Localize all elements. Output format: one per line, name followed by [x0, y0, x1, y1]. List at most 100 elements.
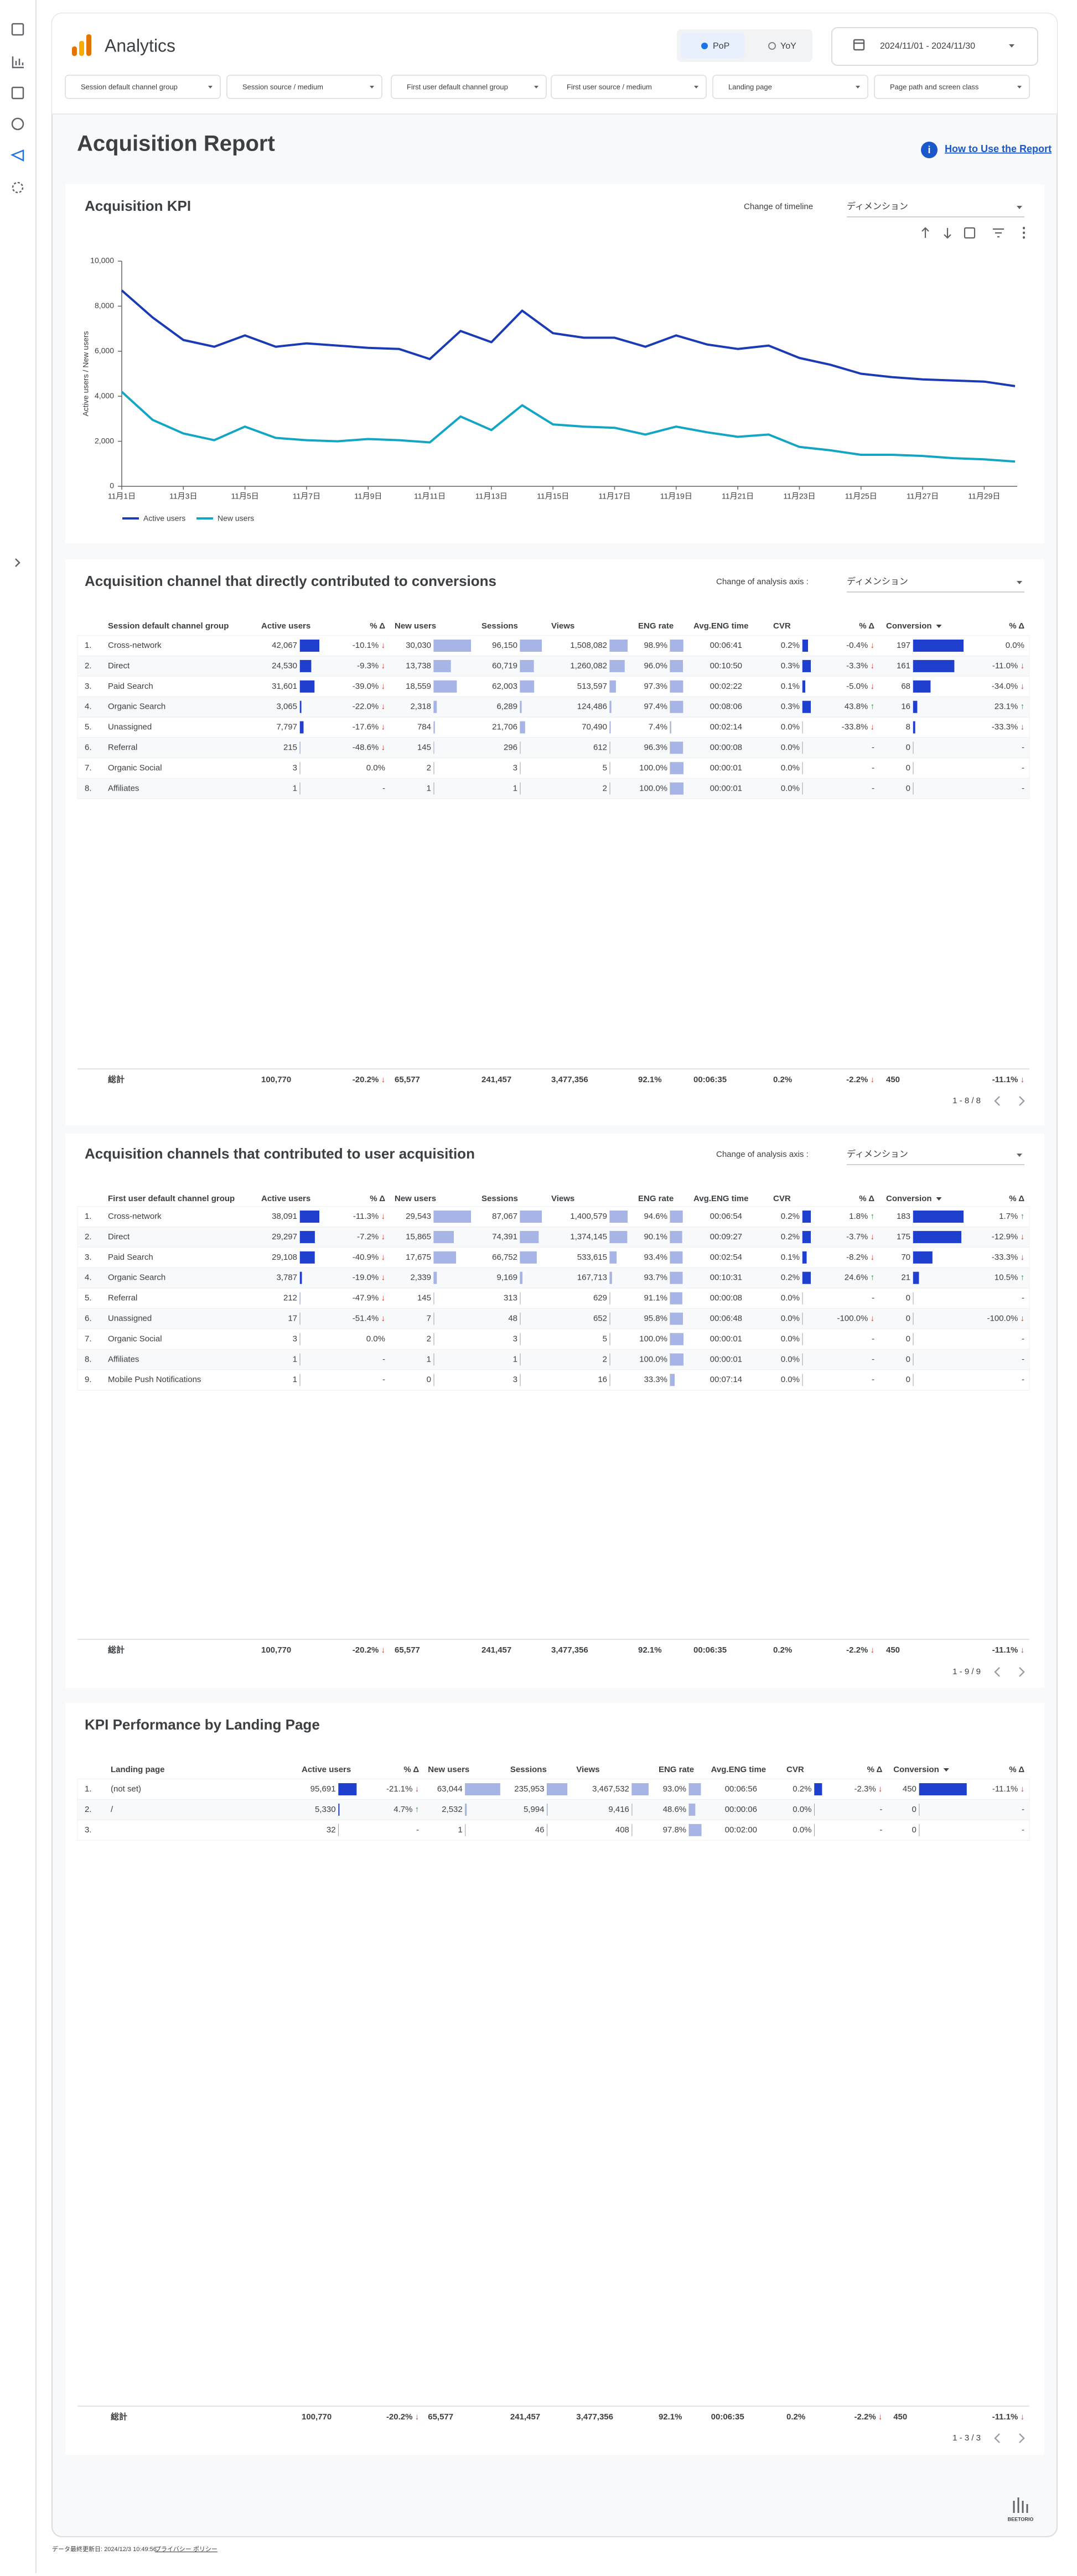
cell-value: 9,416: [608, 1805, 629, 1814]
dropdown-value[interactable]: ディメンション: [847, 576, 908, 586]
column-header[interactable]: New users: [395, 1194, 436, 1203]
cell-value: 145: [417, 1294, 431, 1303]
cell-value: 0.0%: [781, 1334, 800, 1343]
filter-label[interactable]: Page path and screen class: [890, 82, 979, 91]
total-value: 65,577: [395, 1645, 420, 1655]
control-label: Change of analysis axis :: [716, 577, 809, 586]
compare-option[interactable]: PoP: [713, 41, 729, 51]
info-icon-glyph: i: [928, 144, 930, 155]
column-header[interactable]: % Δ: [370, 621, 385, 631]
trend-arrow: ↑: [1021, 1212, 1025, 1221]
filter-label[interactable]: Landing page: [728, 82, 772, 91]
column-header[interactable]: Conversion: [886, 621, 932, 631]
compare-option[interactable]: YoY: [780, 41, 796, 51]
dropdown-value[interactable]: ディメンション: [847, 201, 908, 211]
cell-bar: [689, 1804, 695, 1816]
cell-value: 1: [458, 1825, 462, 1835]
help-link[interactable]: How to Use the Report: [945, 143, 1052, 154]
radio-on[interactable]: [701, 43, 708, 49]
column-header[interactable]: ENG rate: [659, 1765, 694, 1774]
cell-value: -: [1022, 1354, 1024, 1364]
column-header[interactable]: New users: [428, 1765, 469, 1774]
column-header[interactable]: Sessions: [481, 1194, 518, 1203]
column-header[interactable]: ENG rate: [638, 621, 674, 631]
trend-arrow: ↑: [1021, 1273, 1025, 1282]
column-header[interactable]: % Δ: [1009, 1765, 1024, 1774]
column-header[interactable]: Active users: [302, 1765, 351, 1774]
cell-value: 167,713: [577, 1273, 607, 1282]
cell-value: 21: [901, 1273, 910, 1282]
filter-label[interactable]: First user default channel group: [407, 82, 508, 91]
column-header[interactable]: % Δ: [370, 1194, 385, 1203]
trend-arrow: ↓: [878, 2412, 883, 2422]
total-value: 3,477,356: [551, 1645, 588, 1655]
column-header[interactable]: Views: [576, 1765, 599, 1774]
column-header[interactable]: Conversion: [886, 1194, 932, 1203]
column-header[interactable]: CVR: [786, 1765, 804, 1774]
cell-value: 0: [912, 1805, 917, 1814]
cell-value: 68: [901, 682, 910, 691]
trend-arrow: ↓: [381, 1273, 386, 1282]
cell-value: -3.7% ↓: [846, 1232, 874, 1242]
cell-bar: [670, 721, 671, 734]
column-header[interactable]: % Δ: [1009, 1194, 1024, 1203]
cell-value: 00:08:06: [710, 702, 742, 711]
column-header[interactable]: CVR: [773, 1194, 791, 1203]
filter-label[interactable]: Session source / medium: [242, 82, 323, 91]
cell-bar: [913, 1211, 964, 1223]
trend-arrow: ↓: [381, 1645, 386, 1655]
column-header[interactable]: Active users: [261, 1194, 310, 1203]
column-header[interactable]: Conversion: [893, 1765, 939, 1774]
column-header[interactable]: Views: [551, 621, 574, 631]
filter-label[interactable]: Session default channel group: [81, 82, 178, 91]
trend-arrow: ↓: [381, 661, 386, 671]
cell-bar: [434, 701, 437, 713]
column-header[interactable]: % Δ: [859, 621, 874, 631]
cell-value: 1,508,082: [570, 641, 607, 650]
cell-value: 1,400,579: [570, 1212, 607, 1221]
column-header[interactable]: % Δ: [859, 1194, 874, 1203]
cell-value: 3: [513, 1375, 517, 1384]
cell-value: 42,067: [272, 641, 297, 650]
column-header[interactable]: Avg.ENG time: [693, 621, 748, 631]
column-header[interactable]: ENG rate: [638, 1194, 674, 1203]
cell-value: 00:06:56: [725, 1784, 757, 1794]
cell-value: -5.0% ↓: [846, 682, 874, 691]
column-header[interactable]: Avg.ENG time: [711, 1765, 766, 1774]
column-header[interactable]: Sessions: [510, 1765, 547, 1774]
x-tick-label: 11月27日: [907, 492, 939, 501]
column-header[interactable]: % Δ: [403, 1765, 419, 1774]
column-header[interactable]: Active users: [261, 621, 310, 631]
cell-bar: [913, 1231, 961, 1243]
row-number: 1.: [85, 1212, 92, 1221]
column-header[interactable]: % Δ: [867, 1765, 883, 1774]
total-value: 00:06:35: [693, 1075, 727, 1084]
trend-arrow: ↑: [415, 1805, 420, 1814]
cell-value: 0.0%: [1006, 641, 1024, 650]
total-value: 92.1%: [638, 1075, 662, 1084]
row-number: 2.: [85, 1805, 92, 1814]
privacy-link[interactable]: プライバシー ポリシー: [155, 2546, 218, 2553]
column-header[interactable]: CVR: [773, 621, 791, 631]
cell-value: 1: [513, 1354, 517, 1364]
total-label: 総計: [108, 1645, 125, 1655]
cell-value: 1: [293, 1354, 297, 1364]
cell-value: 0: [906, 1334, 910, 1343]
filter-label[interactable]: First user source / medium: [567, 82, 652, 91]
column-header[interactable]: Avg.ENG time: [693, 1194, 748, 1203]
column-header[interactable]: Sessions: [481, 621, 518, 631]
cell-bar: [689, 1783, 701, 1795]
row-number: 2.: [85, 1232, 92, 1242]
cell-bar: [610, 660, 625, 672]
legend-label: Active users: [143, 514, 185, 523]
column-header[interactable]: Views: [551, 1194, 574, 1203]
cell-value: 145: [417, 742, 431, 752]
total-value: 3,477,356: [551, 1075, 588, 1084]
cell-value: 63,044: [437, 1784, 463, 1794]
column-header[interactable]: New users: [395, 621, 436, 631]
cell-bar: [670, 1251, 682, 1264]
column-header[interactable]: % Δ: [1009, 621, 1024, 631]
cell-value: 0.0%: [781, 763, 800, 772]
dropdown-value[interactable]: ディメンション: [847, 1149, 908, 1159]
date-range[interactable]: 2024/11/01 - 2024/11/30: [880, 41, 975, 51]
